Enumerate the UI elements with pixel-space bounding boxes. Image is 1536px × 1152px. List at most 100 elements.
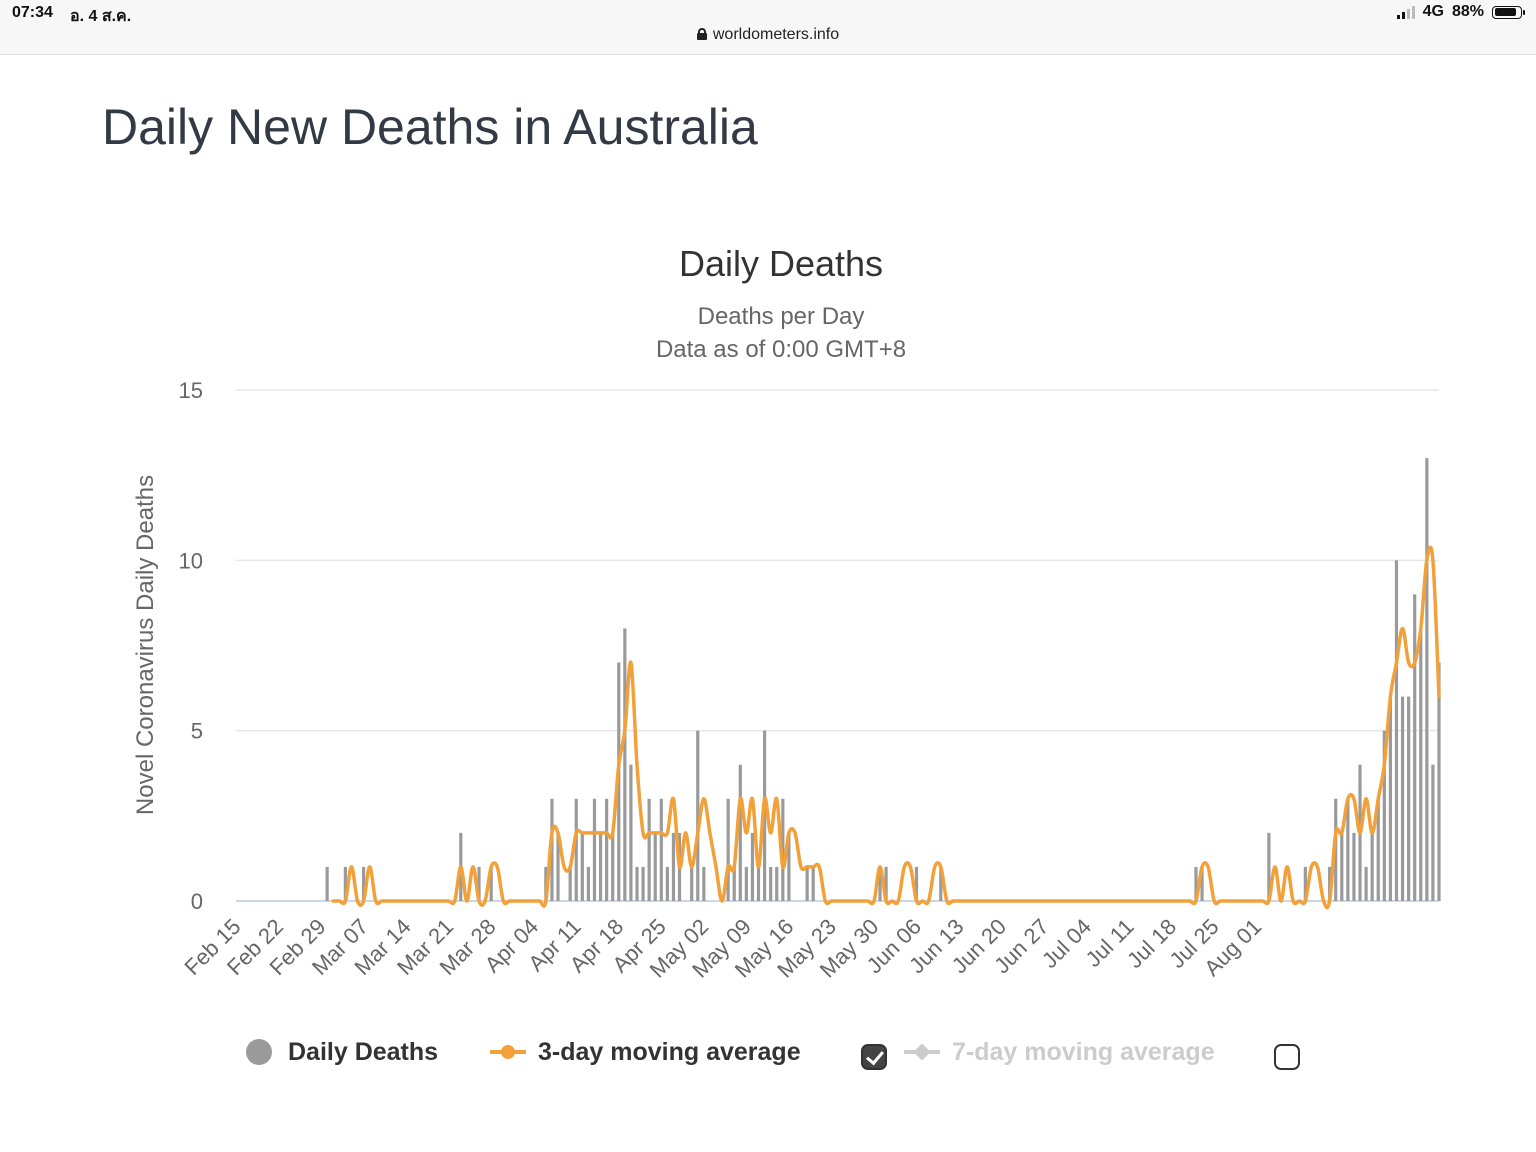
bar	[1382, 730, 1386, 901]
bar	[1388, 696, 1392, 901]
chart-subtitle-2: Data as of 0:00 GMT+8	[656, 336, 906, 363]
bar	[805, 866, 809, 901]
legend-line-symbol	[490, 1039, 526, 1065]
chart-legend: Daily Deaths 3-day moving average 7-day …	[0, 1030, 1536, 1080]
bar	[1425, 458, 1429, 901]
daily-deaths-bars	[325, 458, 1441, 901]
bar	[1400, 696, 1405, 901]
battery-percent: 88%	[1451, 3, 1484, 20]
bar	[914, 866, 919, 901]
bar	[884, 866, 888, 901]
bar	[325, 866, 329, 901]
bar	[775, 866, 779, 901]
status-date: อ. 4 ส.ค.	[70, 8, 132, 25]
y-tick-labels: 0 5 10 15	[179, 378, 203, 914]
bar	[586, 866, 590, 901]
avg3-series-line	[331, 545, 1441, 910]
status-time: 07:34	[12, 4, 53, 21]
bar	[659, 798, 663, 901]
bar	[665, 866, 669, 901]
bar	[732, 866, 736, 901]
y-tick-label: 15	[179, 378, 203, 403]
bar	[598, 832, 603, 901]
bar	[580, 832, 584, 901]
bar	[623, 628, 627, 901]
bar	[756, 866, 761, 901]
avg3-checkbox[interactable]	[861, 1044, 887, 1070]
bar	[1419, 628, 1423, 901]
bar	[361, 866, 366, 901]
network-label: 4G	[1422, 3, 1444, 20]
bar	[744, 866, 748, 901]
bar	[769, 866, 773, 901]
bar	[1394, 560, 1399, 901]
bar	[1364, 866, 1368, 901]
address-text: worldometers.info	[712, 26, 840, 43]
bar	[568, 866, 572, 901]
legend-7day-average[interactable]: 7-day moving average	[904, 1030, 1215, 1074]
avg7-checkbox[interactable]	[1274, 1044, 1300, 1070]
battery-icon	[1492, 5, 1525, 19]
legend-7day-label: 7-day moving average	[952, 1037, 1215, 1066]
bar	[1437, 662, 1441, 901]
bar	[1352, 832, 1356, 901]
bar	[1200, 866, 1204, 901]
bar	[1407, 696, 1411, 901]
status-bar: 07:34 อ. 4 ส.ค. 4G 88% worldometers.info	[0, 0, 1536, 55]
bar	[550, 798, 554, 901]
legend-3day-average[interactable]: 3-day moving average	[490, 1030, 801, 1074]
bar	[671, 832, 676, 901]
bar	[592, 798, 597, 901]
moving-average-line	[331, 545, 1441, 910]
y-tick-label: 5	[191, 719, 203, 744]
bar	[641, 866, 645, 901]
bar	[787, 832, 791, 901]
bar	[477, 866, 481, 901]
bar	[939, 866, 943, 901]
y-tick-label: 0	[191, 889, 203, 914]
bar	[653, 832, 657, 901]
legend-3day-label: 3-day moving average	[538, 1037, 801, 1066]
legend-daily-deaths[interactable]: Daily Deaths	[246, 1030, 438, 1074]
bar	[1267, 832, 1271, 901]
bar	[696, 730, 700, 901]
bar	[647, 798, 651, 901]
bar	[544, 866, 548, 901]
bar	[556, 832, 560, 901]
bar	[1431, 764, 1435, 901]
chart-subtitle: Deaths per Day	[698, 303, 865, 330]
bar	[781, 798, 785, 901]
signal-icon	[1396, 5, 1415, 19]
address-bar[interactable]: worldometers.info	[0, 26, 1536, 44]
bar	[635, 866, 639, 901]
bar	[1340, 832, 1344, 901]
y-axis-title: Novel Coronavirus Daily Deaths	[132, 475, 159, 815]
bar	[1376, 798, 1380, 901]
bar	[1370, 832, 1374, 901]
bar	[605, 798, 609, 901]
bar	[343, 866, 347, 901]
x-tick-label: Jul 04	[1037, 914, 1096, 973]
legend-line-symbol-disabled	[904, 1039, 940, 1065]
bar	[811, 866, 815, 901]
legend-daily-deaths-label: Daily Deaths	[288, 1037, 439, 1066]
bar	[1346, 798, 1350, 901]
bar	[878, 866, 882, 901]
grid-lines	[236, 389, 1439, 902]
bar	[1413, 594, 1417, 901]
bar	[1194, 866, 1198, 901]
y-tick-label: 10	[179, 548, 203, 573]
bar	[690, 866, 694, 901]
lock-icon	[696, 28, 707, 40]
bar	[611, 832, 615, 901]
bar	[1303, 866, 1307, 901]
bar	[702, 866, 706, 901]
bar	[629, 764, 633, 901]
legend-bar-symbol	[246, 1039, 272, 1065]
bar	[750, 832, 755, 901]
bar	[762, 730, 767, 901]
bar	[489, 866, 493, 901]
bar	[726, 798, 730, 901]
